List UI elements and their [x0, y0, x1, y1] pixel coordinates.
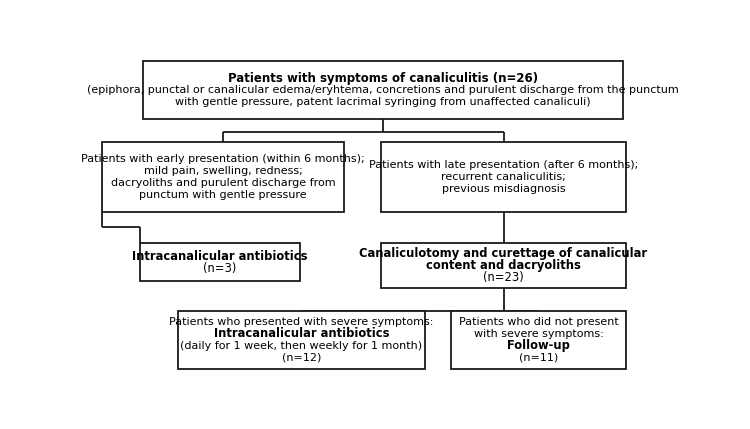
Text: (n=12): (n=12) — [282, 353, 321, 363]
Text: Patients with symptoms of canaliculitis (n=26): Patients with symptoms of canaliculitis … — [228, 72, 538, 85]
FancyBboxPatch shape — [452, 311, 626, 369]
Text: previous misdiagnosis: previous misdiagnosis — [442, 184, 566, 194]
Text: Patients who did not present: Patients who did not present — [458, 317, 618, 327]
Text: (epiphora, punctal or canalicular edema/eryhtema, concretions and purulent disch: (epiphora, punctal or canalicular edema/… — [87, 85, 679, 95]
Text: (daily for 1 week, then weekly for 1 month): (daily for 1 week, then weekly for 1 mon… — [181, 341, 422, 350]
Text: (n=11): (n=11) — [519, 353, 558, 363]
Text: content and dacryoliths: content and dacryoliths — [426, 259, 581, 272]
FancyBboxPatch shape — [382, 142, 626, 211]
Text: (n=3): (n=3) — [203, 262, 237, 275]
Text: dacryoliths and purulent discharge from: dacryoliths and purulent discharge from — [111, 178, 335, 188]
FancyBboxPatch shape — [103, 142, 344, 211]
Text: Follow-up: Follow-up — [507, 339, 570, 352]
Text: Patients with early presentation (within 6 months);: Patients with early presentation (within… — [81, 154, 365, 164]
Text: Canaliculotomy and curettage of canalicular: Canaliculotomy and curettage of canalicu… — [359, 247, 647, 260]
Text: Patients with late presentation (after 6 months);: Patients with late presentation (after 6… — [369, 160, 638, 170]
Text: recurrent canaliculitis;: recurrent canaliculitis; — [441, 172, 566, 182]
Text: (n=23): (n=23) — [483, 271, 524, 284]
Text: Intracanalicular antibiotics: Intracanalicular antibiotics — [133, 250, 308, 263]
Text: with gentle pressure, patent lacrimal syringing from unaffected canaliculi): with gentle pressure, patent lacrimal sy… — [175, 97, 591, 107]
Text: punctum with gentle pressure: punctum with gentle pressure — [140, 190, 307, 200]
Text: Intracanalicular antibiotics: Intracanalicular antibiotics — [214, 327, 389, 340]
FancyBboxPatch shape — [140, 243, 300, 281]
Text: Patients who presented with severe symptoms:: Patients who presented with severe sympt… — [170, 317, 434, 327]
Text: mild pain, swelling, redness;: mild pain, swelling, redness; — [144, 166, 302, 176]
FancyBboxPatch shape — [178, 311, 425, 369]
FancyBboxPatch shape — [382, 243, 626, 288]
Text: with severe symptoms:: with severe symptoms: — [473, 329, 603, 339]
FancyBboxPatch shape — [143, 61, 622, 119]
